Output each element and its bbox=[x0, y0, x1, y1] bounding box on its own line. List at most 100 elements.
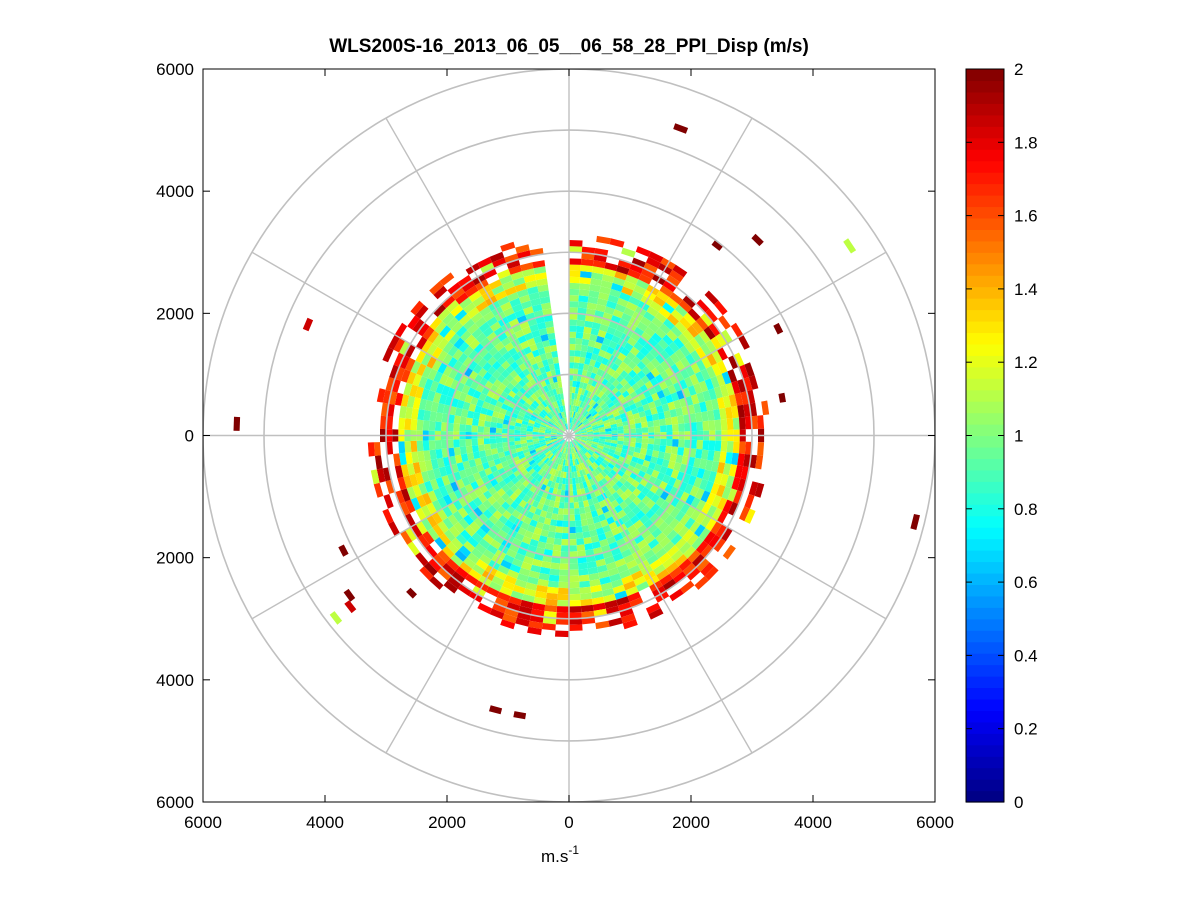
ppi-cell bbox=[666, 330, 678, 342]
ppi-cell bbox=[506, 505, 516, 515]
ppi-cell bbox=[545, 427, 552, 432]
ppi-cell bbox=[595, 558, 606, 567]
ppi-cell bbox=[633, 519, 644, 530]
ppi-cell bbox=[576, 319, 586, 327]
ppi-cell bbox=[719, 384, 729, 398]
ppi-cell bbox=[544, 378, 551, 386]
ppi-cell bbox=[719, 473, 729, 487]
ppi-cell bbox=[634, 417, 642, 424]
ppi-cell bbox=[659, 323, 671, 335]
ppi-cell bbox=[534, 355, 542, 363]
ppi-cell bbox=[543, 610, 557, 619]
ppi-cell bbox=[569, 356, 575, 363]
ppi-cell bbox=[557, 432, 564, 435]
colorbar-step bbox=[966, 69, 1004, 82]
ppi-cell bbox=[573, 426, 579, 432]
ppi-cell bbox=[484, 341, 495, 352]
ppi-cell bbox=[561, 533, 569, 540]
ppi-cell bbox=[510, 484, 519, 493]
ppi-cell bbox=[374, 455, 383, 470]
ppi-cell bbox=[630, 331, 641, 342]
ppi-cell bbox=[633, 341, 644, 352]
y-tick-label: 2000 bbox=[156, 304, 194, 323]
ppi-cell bbox=[560, 393, 564, 400]
colorbar-step bbox=[966, 744, 1004, 757]
ppi-cell bbox=[520, 521, 530, 531]
ppi-cell bbox=[504, 342, 514, 352]
ppi-cell bbox=[690, 466, 700, 477]
ppi-cell bbox=[574, 431, 581, 434]
ppi-cell bbox=[614, 271, 628, 281]
ppi-cell bbox=[525, 411, 532, 417]
ppi-cell bbox=[589, 284, 601, 293]
ppi-cell bbox=[576, 538, 585, 546]
ppi-cell bbox=[569, 520, 576, 528]
ppi-cell bbox=[539, 426, 546, 430]
ppi-cell bbox=[499, 586, 513, 597]
ppi-cell bbox=[641, 356, 651, 366]
ppi-cell bbox=[518, 363, 527, 372]
ppi-cell bbox=[461, 384, 471, 395]
ppi-cell bbox=[502, 613, 517, 624]
ppi-cell bbox=[586, 427, 593, 432]
ppi-cell bbox=[487, 366, 497, 376]
ppi-cell bbox=[623, 580, 636, 591]
ppi-cell bbox=[554, 469, 559, 477]
ppi-cell bbox=[536, 475, 544, 483]
ppi-cell bbox=[562, 417, 566, 424]
ppi-cell bbox=[526, 436, 533, 440]
ppi-cell bbox=[722, 395, 732, 408]
ppi-cell bbox=[482, 499, 492, 510]
ppi-cell bbox=[622, 420, 630, 426]
ppi-cell bbox=[556, 436, 563, 438]
ppi-cell bbox=[696, 392, 706, 403]
ppi-cell bbox=[553, 424, 560, 429]
ppi-cell bbox=[470, 396, 479, 406]
ppi-cell bbox=[612, 309, 624, 319]
ppi-cell bbox=[633, 326, 645, 337]
ppi-cell bbox=[551, 350, 558, 358]
ppi-cell bbox=[634, 463, 643, 471]
ppi-cell bbox=[528, 620, 543, 630]
ppi-cell bbox=[590, 444, 598, 449]
ppi-cell bbox=[671, 416, 679, 425]
ppi-cell bbox=[691, 537, 704, 550]
ppi-cell bbox=[399, 501, 410, 516]
ppi-cell bbox=[598, 424, 605, 429]
ppi-cell bbox=[529, 519, 538, 528]
ppi-cell bbox=[667, 460, 676, 470]
ppi-cell bbox=[410, 524, 423, 538]
ppi-cell bbox=[418, 461, 427, 473]
ppi-cell bbox=[536, 417, 543, 423]
ppi-cell bbox=[410, 440, 418, 453]
ppi-cell bbox=[441, 385, 451, 396]
ppi-cell bbox=[617, 426, 624, 431]
ppi-cell bbox=[587, 365, 594, 373]
ppi-cell bbox=[545, 441, 552, 445]
ppi-cell bbox=[631, 570, 644, 581]
ppi-cell bbox=[411, 451, 419, 464]
ppi-cell bbox=[497, 564, 510, 575]
ppi-cell bbox=[455, 381, 465, 392]
ppi-cell bbox=[578, 295, 589, 303]
ppi-cell bbox=[478, 392, 487, 402]
ppi-cell bbox=[512, 456, 520, 463]
ppi-cell bbox=[576, 470, 581, 478]
ppi-cell bbox=[587, 485, 594, 493]
ppi-cell bbox=[650, 493, 660, 504]
ppi-cell bbox=[602, 274, 615, 283]
ppi-cell bbox=[537, 515, 546, 524]
ppi-cell bbox=[597, 391, 605, 399]
ppi-cell bbox=[500, 337, 511, 347]
ppi-cell bbox=[733, 490, 743, 505]
ppi-cell bbox=[577, 464, 582, 471]
ppi-cell bbox=[569, 624, 583, 631]
ppi-cell bbox=[630, 515, 640, 525]
ppi-cell bbox=[453, 489, 464, 500]
ppi-cell bbox=[646, 499, 656, 510]
ppi-cell bbox=[528, 570, 540, 579]
ppi-cell bbox=[552, 356, 559, 364]
ppi-cell bbox=[415, 521, 428, 535]
ppi-cell bbox=[489, 251, 505, 263]
ppi-cell bbox=[605, 439, 612, 443]
